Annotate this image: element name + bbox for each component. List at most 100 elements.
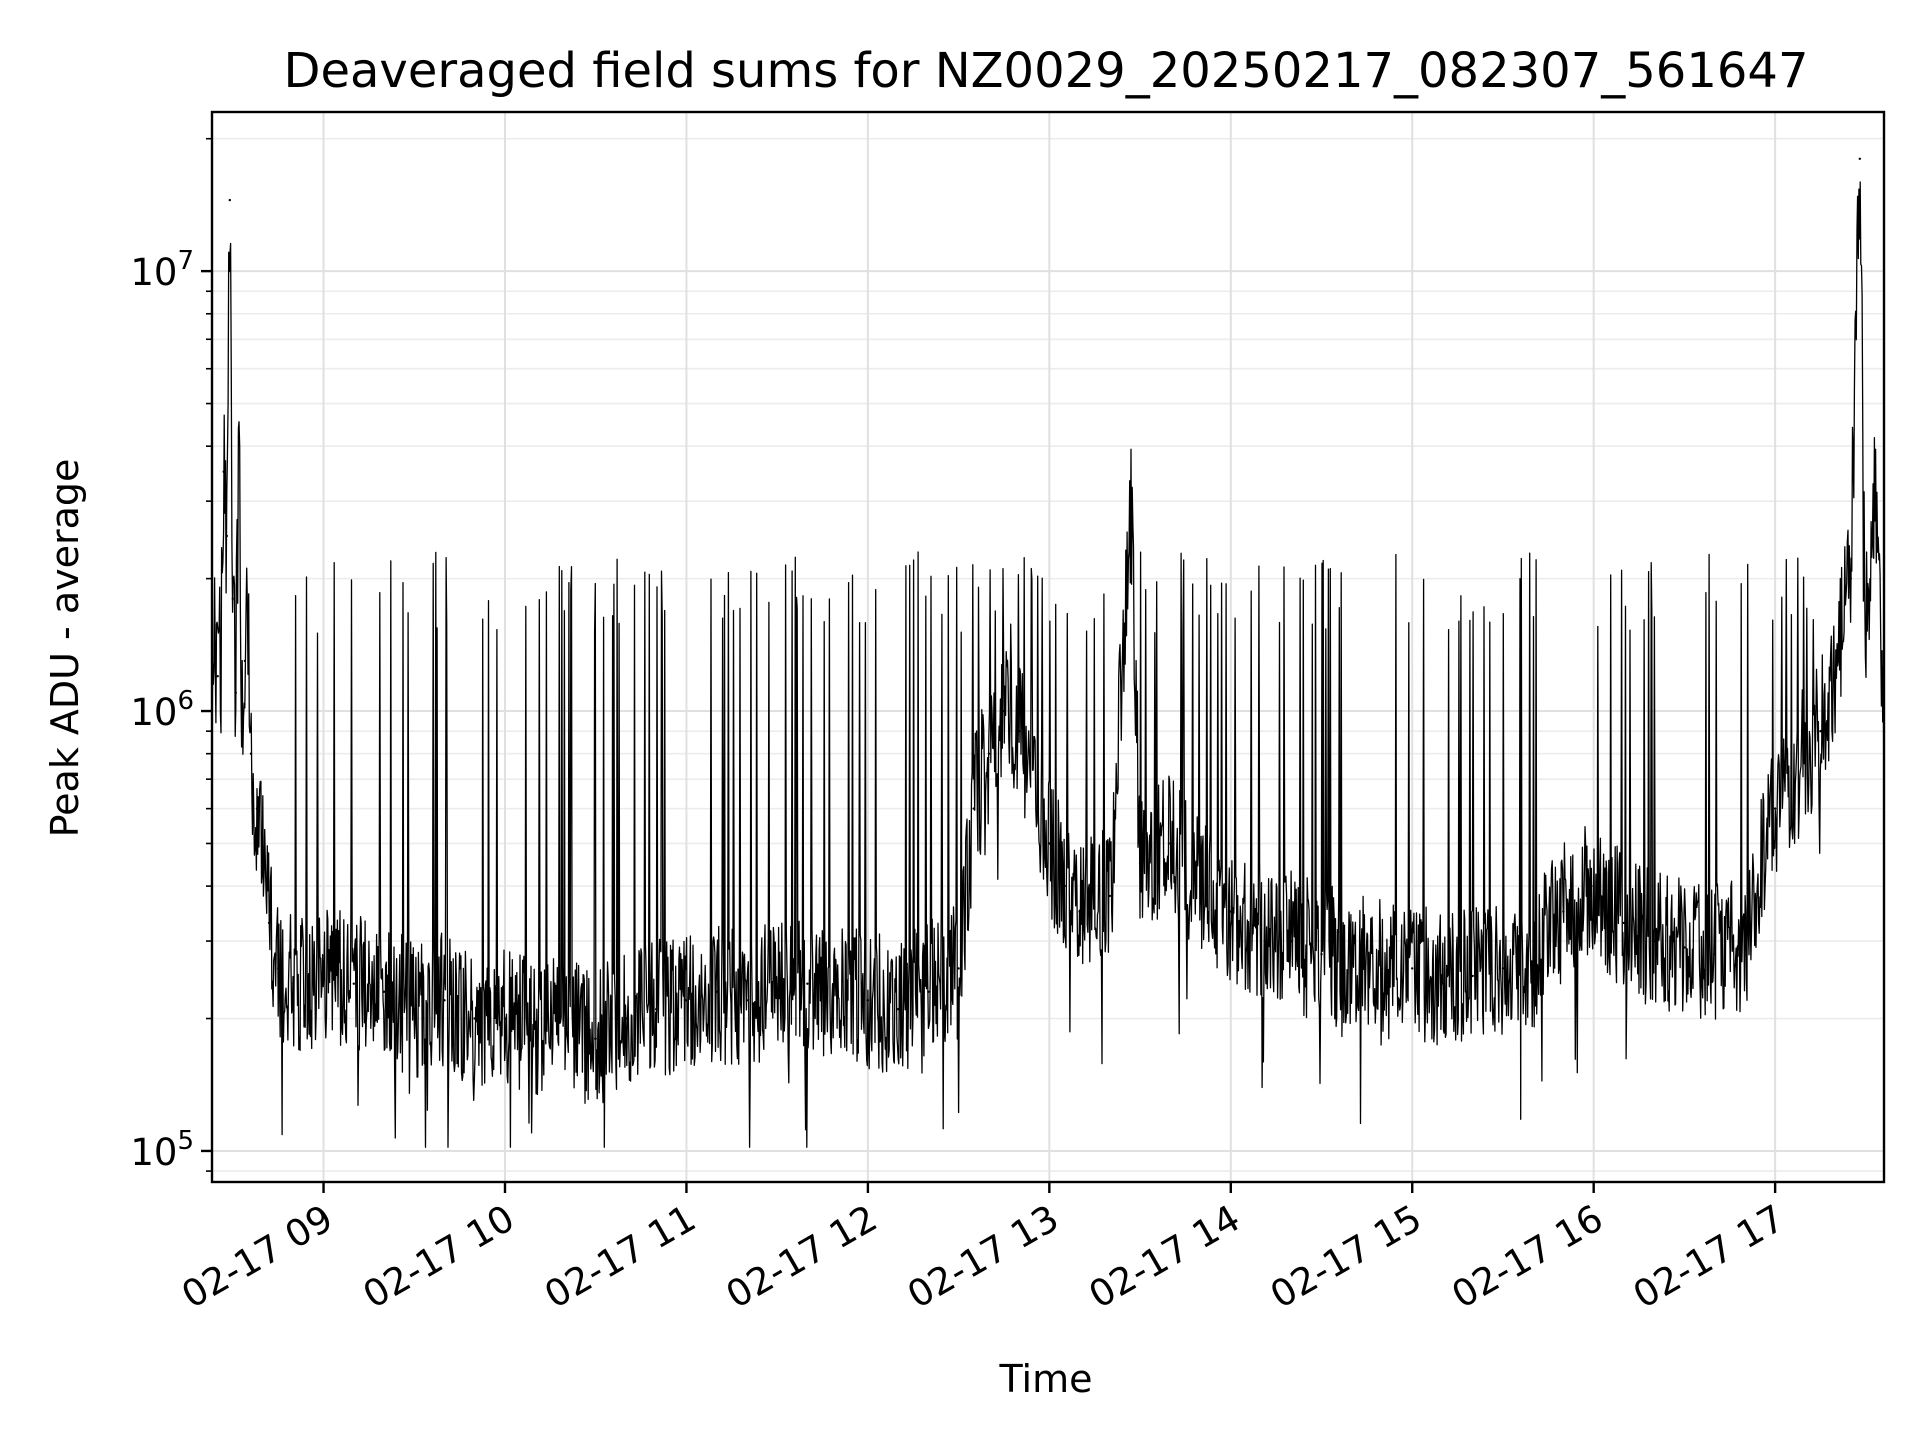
series-point [685, 999, 688, 1002]
series-point [1873, 470, 1877, 473]
series-point [1471, 974, 1474, 978]
series-point [1622, 921, 1626, 925]
series-point [1562, 910, 1565, 913]
x-tick-label: 02-17 17 [1626, 1197, 1792, 1317]
series-point [1592, 884, 1595, 888]
plot-frame [210, 110, 1886, 1184]
series-point [957, 967, 960, 970]
x-axis: 02-17 09 02-17 10 02-17 11 02-17 12 02-17 13… [174, 1182, 1792, 1317]
series-point [1138, 862, 1142, 865]
x-tick-label: 02-17 16 [1445, 1197, 1611, 1317]
series-point [246, 608, 250, 611]
series-point [1017, 730, 1021, 733]
series-layer [210, 157, 1886, 1148]
series-point [240, 730, 244, 733]
series-point [1259, 927, 1263, 930]
series-point [249, 752, 253, 755]
series-point [243, 659, 247, 663]
x-axis-label: Time [999, 1357, 1093, 1401]
y-tick-label: 107 [130, 246, 194, 294]
series-point [1048, 842, 1051, 845]
series-line-trace [211, 181, 1885, 1148]
series-point [1804, 752, 1807, 755]
series-point [307, 990, 310, 993]
series-point [225, 534, 228, 538]
x-tick-label: 02-17 09 [174, 1197, 340, 1317]
series-point [1129, 499, 1133, 503]
x-tick-label: 02-17 12 [719, 1197, 885, 1317]
series-point [1864, 632, 1868, 635]
series-point [216, 675, 219, 678]
series-point [534, 1027, 537, 1030]
series-point [1819, 730, 1822, 733]
series-point [267, 921, 271, 925]
series-point [228, 198, 231, 202]
series-point [1743, 939, 1747, 943]
series-point [277, 967, 280, 970]
series-point [564, 1027, 567, 1030]
series-point [222, 470, 225, 473]
series-point [1773, 807, 1777, 810]
series-point [1380, 967, 1384, 970]
series-point [1834, 675, 1837, 678]
series-point [1290, 939, 1293, 943]
series-point [987, 752, 991, 755]
y-tick-label: 105 [130, 1126, 194, 1174]
series-point [1350, 960, 1354, 963]
series-point [836, 990, 839, 993]
series-point [352, 982, 355, 985]
series-point [1713, 953, 1716, 956]
series-point [896, 1008, 900, 1011]
series-point [594, 1037, 597, 1040]
series-point [655, 1008, 658, 1011]
chart-title: Deaveraged field sums for NZ0029_2025021… [284, 43, 1809, 99]
y-axis-label: Peak ADU - average [43, 459, 87, 838]
series-point [1411, 967, 1414, 970]
series-point [745, 999, 749, 1002]
series-point [1063, 884, 1066, 888]
series-point [1858, 157, 1862, 160]
series-point [1501, 967, 1505, 970]
series-point [1078, 910, 1081, 913]
series-point [237, 435, 241, 439]
series-point [972, 807, 975, 810]
series-point [1320, 953, 1323, 956]
series-point [292, 982, 295, 985]
series-point [1849, 577, 1852, 580]
series-point [234, 691, 237, 694]
series-point [261, 862, 265, 865]
series-point [382, 990, 386, 993]
x-tick-label: 02-17 10 [356, 1197, 522, 1317]
series-point [322, 967, 325, 970]
x-tick-label: 02-17 13 [900, 1197, 1066, 1317]
series-point [473, 1017, 476, 1020]
x-tick-label: 02-17 15 [1263, 1197, 1429, 1317]
x-tick-label: 02-17 11 [537, 1197, 703, 1317]
series-point [1532, 960, 1535, 963]
series-point [1683, 946, 1686, 949]
series-point [1229, 910, 1233, 913]
series-point [1169, 842, 1172, 845]
x-tick-label: 02-17 14 [1082, 1197, 1248, 1317]
series-point [866, 999, 870, 1002]
series-point [1199, 884, 1202, 888]
series-point [927, 990, 930, 993]
y-axis: 105 106 107 [130, 137, 212, 1174]
series-point [231, 597, 234, 600]
grid [212, 112, 1884, 1182]
y-tick-label: 106 [130, 686, 194, 734]
series-point [1002, 709, 1006, 713]
series-point [624, 1017, 628, 1020]
series-point [776, 990, 779, 993]
series-point [443, 999, 446, 1002]
series-point [715, 990, 718, 993]
series-point [1441, 974, 1444, 978]
series-point [413, 1008, 416, 1011]
series-point [255, 807, 259, 810]
series-point [503, 1017, 507, 1020]
series-point [806, 982, 809, 985]
series-point [1108, 894, 1112, 898]
series-point [1653, 939, 1656, 943]
